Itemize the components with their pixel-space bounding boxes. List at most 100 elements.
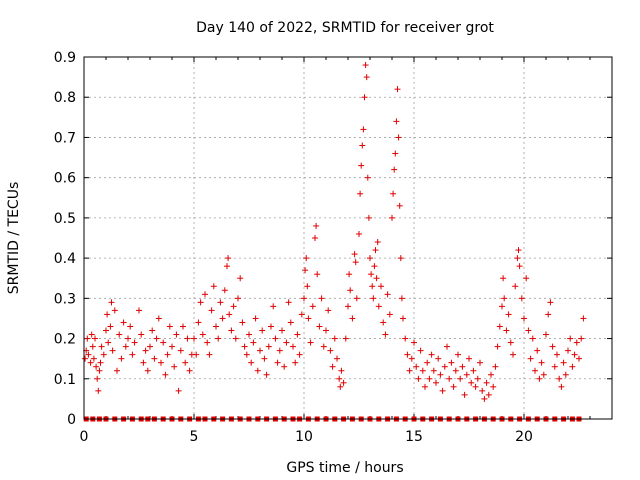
data-point (538, 359, 545, 366)
data-point (309, 303, 316, 310)
data-point (474, 375, 481, 382)
data-point (120, 319, 127, 326)
data-point (459, 363, 466, 370)
x-tick-label: 15 (405, 429, 423, 445)
data-point (281, 363, 288, 370)
data-point (406, 367, 413, 374)
data-point (364, 174, 371, 181)
data-point (259, 327, 266, 334)
data-point (361, 94, 368, 101)
data-point (272, 335, 279, 342)
data-point (397, 255, 404, 262)
data-point (527, 355, 534, 362)
data-point (213, 323, 219, 330)
y-tick-label: 0.3 (54, 291, 76, 307)
data-point (92, 335, 98, 342)
data-point (268, 323, 274, 330)
data-point (481, 395, 488, 402)
data-point (323, 327, 329, 334)
data-point (208, 307, 215, 314)
data-point (398, 295, 405, 302)
data-point (263, 371, 270, 378)
data-point (246, 331, 252, 338)
data-point (153, 335, 160, 342)
data-point (558, 383, 565, 390)
data-point (492, 363, 499, 370)
data-point (276, 347, 283, 354)
data-point (369, 283, 376, 290)
data-point (217, 299, 224, 306)
data-point (375, 303, 382, 310)
data-point (230, 303, 237, 310)
data-point (177, 347, 184, 354)
data-point (507, 339, 514, 346)
data-point (374, 239, 381, 246)
data-point (204, 339, 211, 346)
data-point (411, 339, 417, 346)
data-point (461, 391, 468, 398)
data-point (228, 327, 235, 334)
data-point (529, 335, 536, 342)
data-point (382, 331, 389, 338)
data-point (578, 335, 585, 342)
data-point (265, 343, 272, 350)
data-point (349, 315, 356, 322)
data-point (562, 371, 569, 378)
data-point (235, 295, 241, 302)
data-point (294, 331, 301, 338)
data-point (164, 351, 171, 358)
data-point (252, 315, 259, 322)
data-point (389, 214, 395, 221)
data-point (353, 295, 360, 302)
data-point (108, 299, 115, 306)
data-point (327, 347, 334, 354)
y-tick-label: 0.7 (54, 130, 76, 146)
data-point (452, 367, 459, 374)
data-point (363, 74, 370, 81)
data-point (138, 331, 145, 338)
data-point (287, 319, 294, 326)
data-point (314, 271, 321, 278)
data-point (373, 275, 380, 282)
data-point (140, 359, 147, 366)
data-point (184, 335, 191, 342)
data-point (254, 367, 261, 374)
data-point (540, 371, 547, 378)
y-tick-label: 0.6 (54, 171, 76, 187)
data-point (428, 351, 435, 358)
data-point (325, 307, 332, 314)
data-point (144, 367, 151, 374)
data-point (298, 311, 305, 318)
data-point (105, 339, 112, 346)
data-point (556, 375, 563, 382)
y-tick-label: 0 (67, 412, 76, 428)
data-point (457, 375, 464, 382)
data-point (404, 351, 411, 358)
data-point (415, 375, 422, 382)
data-point (329, 363, 336, 370)
data-point (338, 367, 345, 374)
data-point (171, 363, 178, 370)
data-point (197, 299, 204, 306)
data-point (466, 355, 472, 362)
data-point (221, 287, 228, 294)
data-point (304, 283, 311, 290)
data-point (318, 295, 325, 302)
data-point (472, 383, 479, 390)
data-point (347, 287, 354, 294)
data-point (571, 351, 578, 358)
data-point (303, 255, 310, 262)
data-point (147, 343, 153, 350)
data-point (237, 275, 244, 282)
data-point (419, 367, 426, 374)
y-tick-label: 0.9 (54, 50, 76, 66)
data-point (470, 367, 477, 374)
data-point (567, 335, 574, 342)
data-point (88, 331, 95, 338)
x-tick-label: 0 (80, 429, 89, 445)
data-point (525, 327, 532, 334)
data-point (547, 299, 554, 306)
data-point (103, 327, 109, 334)
chart-title: Day 140 of 2022, SRMTID for receiver gro… (196, 20, 494, 36)
